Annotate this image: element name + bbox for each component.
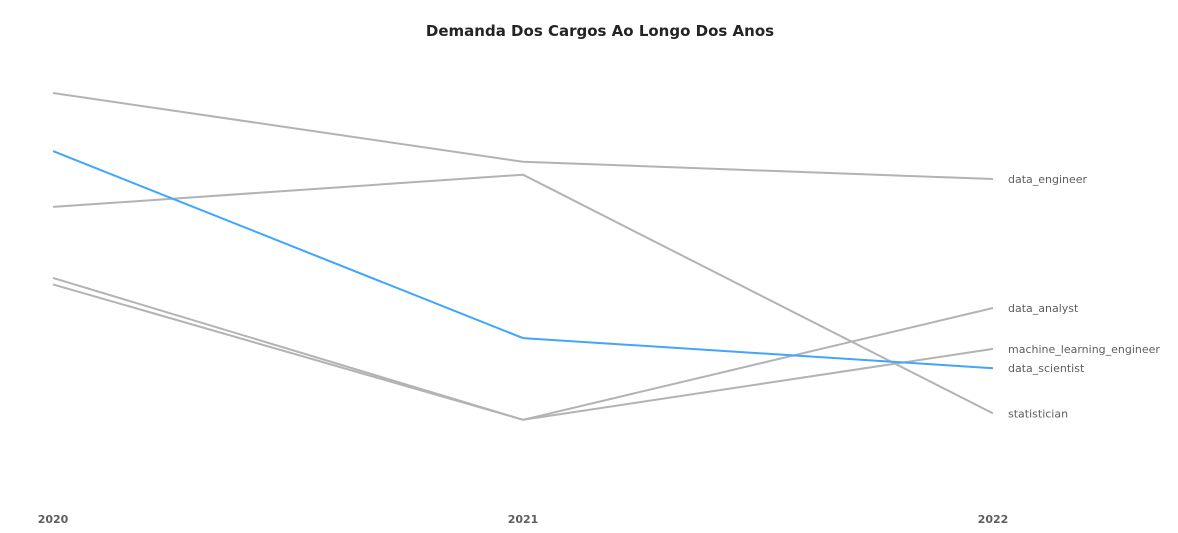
series-lines (52, 92, 994, 421)
series-label-data_engineer: data_engineer (1008, 173, 1088, 186)
series-label-machine_learning_engineer: machine_learning_engineer (1008, 343, 1160, 356)
series-label-statistician: statistician (1008, 407, 1068, 420)
series-line-data_scientist[interactable] (52, 150, 994, 370)
series-line-data_engineer[interactable] (52, 92, 994, 180)
x-tick-label: 2021 (508, 513, 539, 526)
chart-title: Demanda Dos Cargos Ao Longo Dos Anos (425, 22, 775, 40)
x-tick-label: 2022 (978, 513, 1009, 526)
series-labels: data_engineer data_scientist statistician d… (1008, 173, 1160, 420)
series-line-statistician[interactable] (52, 173, 994, 415)
x-tick-label: 2020 (38, 513, 69, 526)
series-label-data_analyst: data_analyst (1008, 302, 1079, 315)
series-label-data_scientist: data_scientist (1008, 362, 1085, 375)
series-line-machine_learning_engineer[interactable] (52, 276, 994, 421)
x-axis-ticks: 2020 2021 2022 (38, 513, 1009, 526)
series-line-data_analyst[interactable] (52, 283, 994, 421)
